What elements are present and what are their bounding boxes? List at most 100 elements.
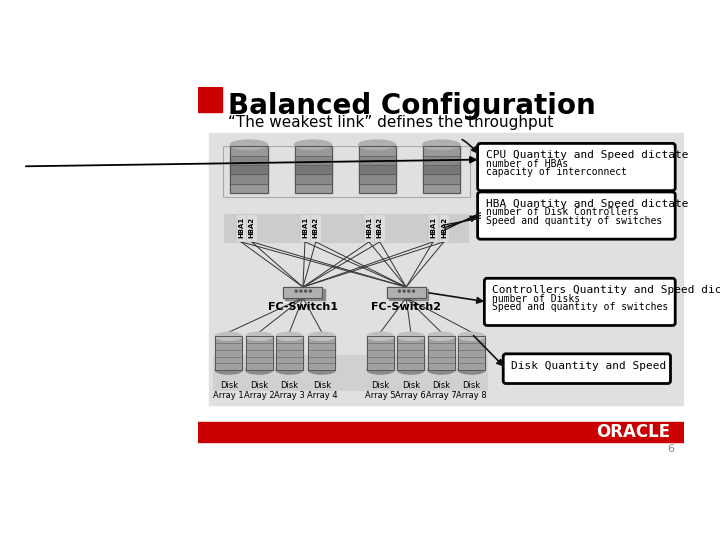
Text: ORACLE: ORACLE bbox=[596, 423, 670, 441]
Bar bbox=[367, 336, 394, 370]
Text: Disk
Array 2: Disk Array 2 bbox=[244, 381, 274, 400]
Text: Disk
Array 7: Disk Array 7 bbox=[426, 381, 456, 400]
Ellipse shape bbox=[428, 366, 454, 374]
Bar bbox=[276, 336, 303, 370]
Bar bbox=[230, 146, 268, 156]
Bar bbox=[359, 174, 396, 184]
Bar bbox=[367, 336, 394, 370]
Circle shape bbox=[408, 290, 410, 292]
Bar bbox=[230, 146, 268, 193]
Text: HBA1: HBA1 bbox=[366, 217, 372, 238]
Bar bbox=[213, 355, 487, 390]
Ellipse shape bbox=[215, 366, 242, 374]
Text: 6: 6 bbox=[667, 444, 674, 454]
Bar bbox=[387, 287, 426, 298]
Text: HBA1: HBA1 bbox=[430, 217, 436, 238]
Bar bbox=[359, 146, 396, 156]
Bar bbox=[276, 336, 303, 370]
Bar bbox=[359, 156, 396, 165]
Bar bbox=[458, 336, 485, 370]
Bar bbox=[246, 336, 273, 370]
Bar bbox=[230, 156, 268, 165]
Text: number of HBAs: number of HBAs bbox=[486, 159, 568, 169]
Bar bbox=[458, 336, 485, 370]
Bar bbox=[397, 336, 424, 370]
Circle shape bbox=[310, 290, 311, 292]
Bar bbox=[428, 336, 454, 370]
Bar bbox=[199, 87, 222, 112]
Ellipse shape bbox=[230, 140, 268, 150]
Bar bbox=[375, 215, 384, 240]
Text: HBA2: HBA2 bbox=[441, 217, 447, 238]
Circle shape bbox=[300, 290, 302, 292]
Bar bbox=[359, 146, 396, 193]
Text: Disk
Array 3: Disk Array 3 bbox=[274, 381, 305, 400]
Ellipse shape bbox=[428, 332, 454, 340]
Bar bbox=[294, 174, 332, 184]
Circle shape bbox=[295, 290, 297, 292]
Bar bbox=[423, 156, 460, 165]
Bar bbox=[236, 215, 246, 240]
Text: Disk
Array 6: Disk Array 6 bbox=[395, 381, 426, 400]
FancyBboxPatch shape bbox=[477, 144, 675, 191]
Bar bbox=[230, 184, 268, 193]
Ellipse shape bbox=[367, 332, 394, 340]
Text: capacity of interconnect: capacity of interconnect bbox=[486, 167, 626, 177]
Text: CPU Quantity and Speed dictate: CPU Quantity and Speed dictate bbox=[486, 150, 688, 160]
Text: Disk
Array 8: Disk Array 8 bbox=[456, 381, 487, 400]
Ellipse shape bbox=[246, 366, 273, 374]
Bar bbox=[423, 174, 460, 184]
Bar bbox=[294, 165, 332, 174]
Ellipse shape bbox=[276, 332, 303, 340]
Text: number of Disks: number of Disks bbox=[492, 294, 580, 304]
Bar bbox=[230, 165, 268, 174]
FancyBboxPatch shape bbox=[477, 192, 675, 239]
Ellipse shape bbox=[397, 366, 424, 374]
FancyBboxPatch shape bbox=[485, 278, 675, 326]
Text: Controllers Quantity and Speed dictate: Controllers Quantity and Speed dictate bbox=[492, 285, 720, 295]
Bar bbox=[294, 184, 332, 193]
Text: HBA2: HBA2 bbox=[248, 217, 255, 238]
Text: Disk
Array 1: Disk Array 1 bbox=[213, 381, 244, 400]
Text: Speed and quantity of switches: Speed and quantity of switches bbox=[492, 302, 669, 312]
Bar bbox=[215, 336, 242, 370]
Text: Balanced Configuration: Balanced Configuration bbox=[228, 92, 596, 120]
Ellipse shape bbox=[246, 332, 273, 340]
Ellipse shape bbox=[308, 366, 336, 374]
Bar bbox=[294, 146, 332, 193]
Bar bbox=[423, 184, 460, 193]
Text: HBA Quantity and Speed dictate: HBA Quantity and Speed dictate bbox=[486, 199, 688, 209]
Bar bbox=[285, 289, 325, 300]
Bar bbox=[397, 336, 424, 370]
Circle shape bbox=[398, 290, 400, 292]
Text: number of Disk Controllers: number of Disk Controllers bbox=[486, 207, 639, 218]
Bar bbox=[215, 336, 242, 370]
Bar bbox=[284, 287, 323, 298]
Bar bbox=[224, 213, 468, 242]
Text: HBA1: HBA1 bbox=[302, 217, 308, 238]
Text: FC-Switch1: FC-Switch1 bbox=[268, 302, 338, 312]
Bar bbox=[428, 215, 438, 240]
Ellipse shape bbox=[294, 140, 332, 150]
Bar bbox=[294, 146, 332, 156]
Bar bbox=[423, 165, 460, 174]
Bar bbox=[230, 174, 268, 184]
Bar bbox=[284, 287, 323, 298]
Text: Disk Quantity and Speed: Disk Quantity and Speed bbox=[511, 361, 667, 370]
Text: HBA2: HBA2 bbox=[377, 217, 383, 238]
Circle shape bbox=[413, 290, 415, 292]
Ellipse shape bbox=[367, 366, 394, 374]
Text: “The weakest link” defines the throughput: “The weakest link” defines the throughpu… bbox=[228, 115, 554, 130]
Bar bbox=[247, 215, 256, 240]
Ellipse shape bbox=[359, 140, 396, 150]
Ellipse shape bbox=[215, 332, 242, 340]
Bar bbox=[387, 287, 426, 298]
Bar bbox=[222, 146, 469, 197]
Text: HBA1: HBA1 bbox=[238, 217, 244, 238]
Text: FC-Switch2: FC-Switch2 bbox=[371, 302, 441, 312]
Bar bbox=[300, 215, 310, 240]
Circle shape bbox=[403, 290, 405, 292]
Bar bbox=[359, 165, 396, 174]
Bar bbox=[199, 422, 684, 442]
Bar bbox=[364, 215, 374, 240]
